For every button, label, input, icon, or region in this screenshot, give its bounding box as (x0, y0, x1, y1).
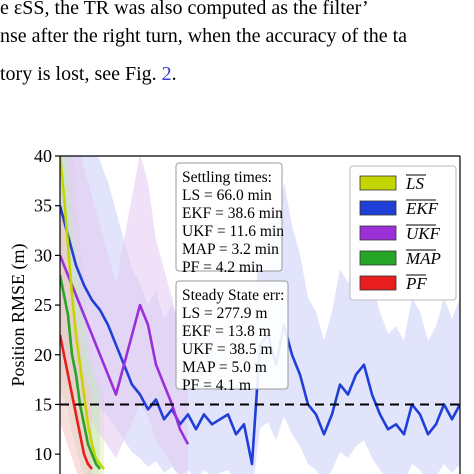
series-line-pf (60, 334, 94, 470)
y-ticks: 10 15 20 25 30 35 40 (34, 146, 60, 464)
steady-line-ekf: EKF = 13.8 m (182, 323, 271, 340)
figure-reference-link[interactable]: 2 (161, 63, 172, 85)
steady-state-box: Steady State err: LS = 277.9 m EKF = 13.… (175, 280, 289, 394)
legend: LS EKF UKF MAP PF (349, 165, 457, 301)
y-tick-label: 25 (34, 295, 52, 315)
steady-line-pf: PF = 4.1 m (182, 377, 251, 394)
steady-line-ukf: UKF = 38.5 m (182, 341, 273, 358)
legend-label-ekf: EKF (405, 199, 439, 218)
settling-line-ekf: EKF = 38.6 min (182, 205, 283, 222)
settling-title: Settling times: (182, 169, 272, 186)
series-line-ls (60, 156, 106, 470)
legend-label-ukf: UKF (406, 224, 441, 243)
steady-line-ls: LS = 277.9 m (182, 305, 267, 322)
paragraph-line-3: tory is lost, see Fig. 2. (0, 62, 474, 86)
series-line-ukf (60, 254, 190, 445)
y-tick-label: 30 (34, 245, 52, 265)
settling-line-pf: PF = 4.2 min (182, 259, 263, 276)
legend-swatch-ls (359, 175, 397, 191)
legend-label-ls: LS (405, 174, 424, 193)
legend-label-pf: PF (405, 274, 427, 293)
steady-title: Steady State err: (182, 287, 284, 304)
legend-swatch-ekf (359, 200, 397, 216)
paragraph-text-3: tory is lost, see Fig. (0, 63, 162, 85)
y-tick-label: 15 (34, 394, 52, 414)
y-tick-label: 10 (34, 444, 52, 464)
legend-swatch-map (359, 250, 397, 266)
y-tick-label: 35 (34, 196, 52, 216)
y-tick-label: 20 (34, 345, 52, 365)
settling-times-box: Settling times: LS = 66.0 min EKF = 38.6… (175, 162, 284, 276)
settling-line-ls: LS = 66.0 min (182, 187, 272, 204)
legend-label-map: MAP (405, 249, 441, 268)
paragraph-text-2: nse after the right turn, when the accur… (0, 25, 408, 47)
paragraph-line-2: nse after the right turn, when the accur… (0, 24, 474, 48)
paragraph-text-3-end: . (171, 63, 177, 85)
legend-swatch-pf (359, 275, 397, 291)
settling-line-map: MAP = 3.2 min (182, 241, 279, 258)
steady-line-map: MAP = 5.0 m (182, 359, 267, 376)
legend-swatch-ukf (359, 225, 397, 241)
paragraph-text-1: e εSS, the TR was also computed as the f… (0, 0, 369, 19)
y-tick-label: 40 (34, 146, 52, 166)
y-axis-label: Position RMSE (m) (8, 243, 29, 386)
paragraph-line-1: e εSS, the TR was also computed as the f… (0, 0, 474, 20)
settling-line-ukf: UKF = 11.6 min (182, 223, 284, 240)
